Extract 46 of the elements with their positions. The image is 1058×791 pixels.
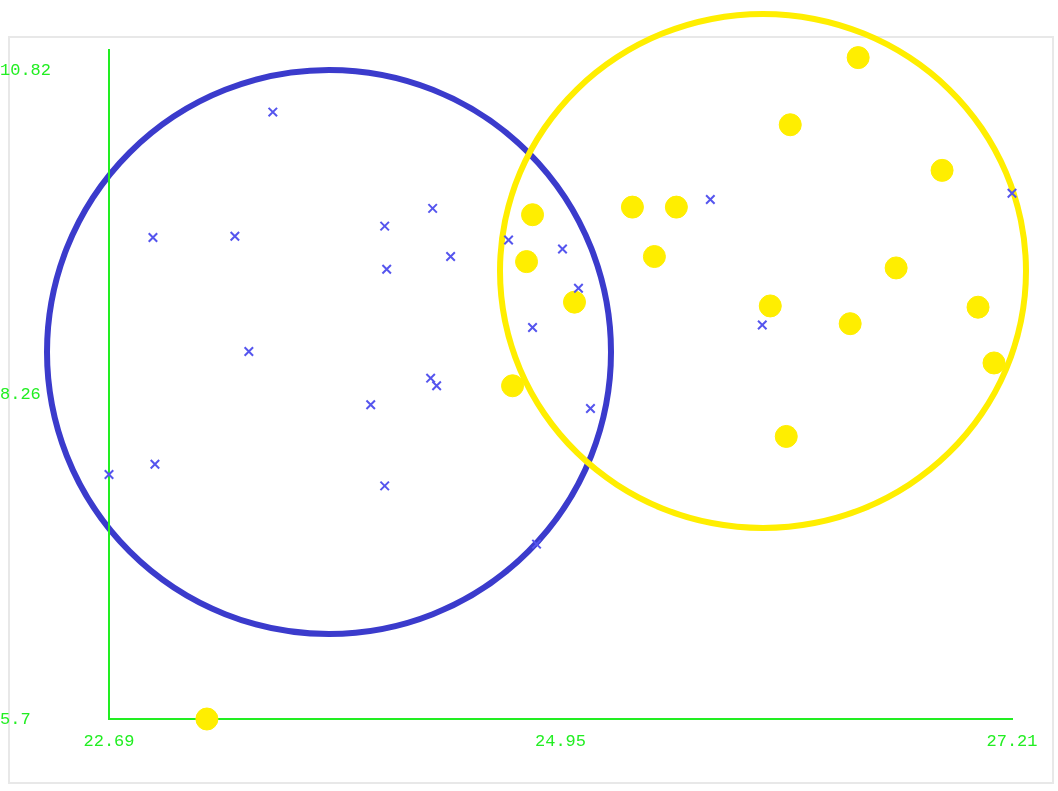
point	[573, 282, 584, 294]
point	[527, 322, 538, 333]
point	[267, 106, 279, 118]
point	[758, 294, 782, 318]
point	[501, 374, 525, 398]
point	[562, 290, 586, 314]
point	[195, 707, 219, 731]
point	[379, 480, 390, 492]
point	[585, 403, 596, 414]
y-tick-label: 8.26	[0, 385, 41, 405]
point	[381, 263, 392, 275]
point	[515, 250, 539, 274]
point	[503, 234, 514, 246]
point	[620, 195, 644, 219]
point	[531, 538, 542, 550]
point	[521, 203, 545, 227]
point	[930, 158, 954, 182]
point	[103, 469, 115, 480]
y-tick-label: 10.82	[0, 60, 52, 80]
point	[557, 243, 568, 255]
point	[431, 380, 442, 392]
point	[838, 312, 862, 336]
point	[982, 351, 1006, 375]
point	[1006, 187, 1018, 199]
point	[425, 372, 436, 384]
point	[365, 399, 376, 411]
point	[664, 195, 688, 219]
point	[774, 424, 798, 448]
point	[445, 251, 456, 262]
point	[229, 231, 241, 242]
point	[778, 113, 802, 137]
point	[379, 220, 390, 232]
point	[243, 346, 255, 357]
x-tick-label: 22.69	[83, 731, 135, 751]
x-tick-label: 24.95	[534, 731, 587, 751]
point	[757, 319, 768, 331]
point	[846, 46, 870, 70]
point	[966, 295, 990, 319]
x-tick-label: 27.21	[986, 731, 1038, 751]
point	[147, 232, 159, 243]
point	[642, 245, 666, 269]
point	[427, 203, 438, 214]
point	[705, 194, 716, 205]
point	[149, 459, 161, 470]
point	[884, 256, 908, 280]
y-tick-label: 5.7	[0, 709, 31, 729]
